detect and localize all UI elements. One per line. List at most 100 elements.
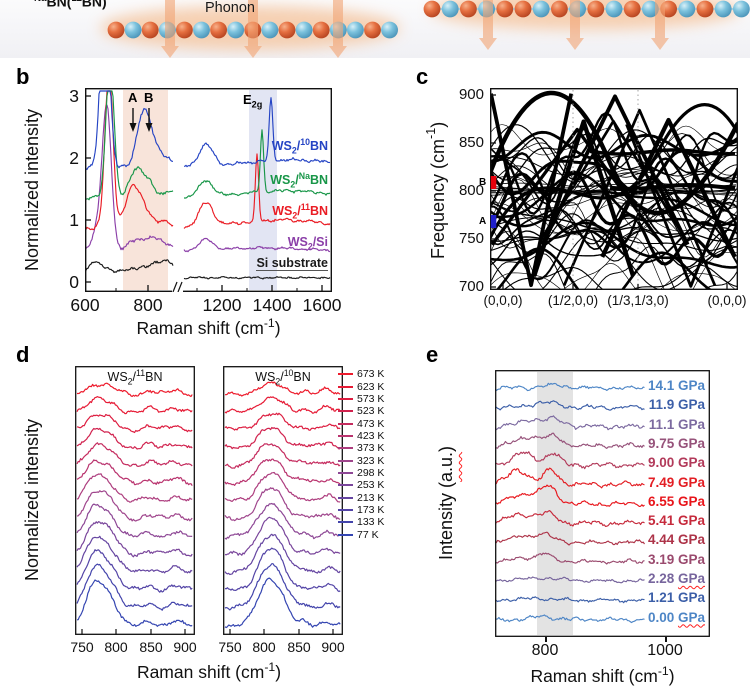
temp-spectrum xyxy=(76,535,193,574)
d-left-subplot: WS2/11BN xyxy=(75,366,195,635)
phonon-band xyxy=(562,108,717,286)
legend-swatch xyxy=(338,508,353,511)
d-x-tick: 850 xyxy=(287,639,311,655)
boron-atom xyxy=(496,0,514,18)
nitrogen-atom xyxy=(227,21,245,39)
temp-spectrum xyxy=(224,458,341,487)
spectrum-curve xyxy=(84,90,174,201)
phonon-arrow-icon xyxy=(161,0,179,58)
legend-swatch xyxy=(338,385,353,388)
temp-spectrum xyxy=(76,563,193,611)
b-y-tick: 0 xyxy=(69,272,79,292)
e2g-annotation: E2g xyxy=(243,92,263,110)
d-right-title: WS2/10BN xyxy=(255,368,311,387)
pressure-label: 0.00 GPa xyxy=(647,609,705,625)
d-x-tick: 900 xyxy=(173,639,197,655)
boron-atom xyxy=(423,0,441,18)
d-x-tick: 900 xyxy=(321,639,345,655)
legend-swatch xyxy=(338,533,353,536)
d-x-tick: 750 xyxy=(70,639,94,655)
mode-marker-label: A xyxy=(479,215,487,227)
c-x-tick: (0,0,0) xyxy=(483,293,523,308)
spectrum-curve xyxy=(84,104,174,251)
boron-atom xyxy=(623,0,641,18)
b-y-tick: 2 xyxy=(69,148,79,168)
d-x-axis-title: Raman shift (cm-1) xyxy=(136,660,282,682)
b-y-axis-title: Normalized intensity xyxy=(22,108,42,272)
temp-spectrum xyxy=(224,502,341,540)
legend-item: 253 K xyxy=(338,479,384,491)
boron-atom xyxy=(176,21,193,39)
b-x-tick: 1400 xyxy=(252,295,292,315)
legend-swatch xyxy=(338,410,353,413)
legend-item: 298 K xyxy=(338,467,384,479)
pressure-spectrum xyxy=(494,531,645,546)
c-plot xyxy=(487,87,750,309)
phonon-band xyxy=(539,119,688,242)
legend-item: 133 K xyxy=(338,516,384,528)
nitrogen-atom xyxy=(642,0,659,18)
legend-label: 323 K xyxy=(357,454,385,467)
nitrogen-atom xyxy=(347,21,364,39)
b-y-tick: 1 xyxy=(69,210,79,230)
legend-item: 523 K xyxy=(338,405,384,417)
d-x-tick: 800 xyxy=(252,639,276,655)
pressure-label: 4.44 GPa xyxy=(647,532,705,548)
pressure-label: 7.49 GPa xyxy=(647,474,705,490)
boron-atom xyxy=(278,21,296,39)
c-y-tick: 700 xyxy=(458,278,484,295)
temp-spectrum xyxy=(76,579,193,627)
boron-atom xyxy=(587,0,605,18)
nitrogen-atom xyxy=(678,0,696,18)
temp-spectrum xyxy=(76,442,193,468)
phonon-band xyxy=(489,209,739,248)
phonon-band xyxy=(489,202,739,258)
temp-spectrum xyxy=(76,459,193,487)
b-x-tick: 1600 xyxy=(302,295,342,315)
pressure-spectrum xyxy=(494,467,645,489)
pressure-spectrum xyxy=(494,432,645,449)
b-plot: Si substrate WS2/Si WS2/11BN WS2/NaBN WS2/10… xyxy=(84,87,333,293)
e-x-axis-title: Raman shift (cm-1) xyxy=(530,664,675,686)
series-label: WS2/10BN xyxy=(271,137,328,156)
temp-spectrum xyxy=(76,396,193,415)
c-y-tick: 750 xyxy=(458,230,484,247)
pressure-spectra-plot xyxy=(494,370,710,637)
legend-item: 623 K xyxy=(338,380,384,393)
phonon-arrow-icon xyxy=(651,0,669,50)
temp-spectrum xyxy=(76,427,193,450)
mode-marker-label: B xyxy=(479,176,487,188)
legend-label: 298 K xyxy=(357,466,385,479)
pressure-label: 11.9 GPa xyxy=(648,397,705,413)
e-x-tickmark xyxy=(545,637,547,642)
b-x-axis-title: Raman shift (cm-1) xyxy=(136,316,281,338)
pressure-spectrum xyxy=(494,552,645,565)
legend-label: 423 K xyxy=(357,429,385,442)
temp-spectrum xyxy=(76,503,193,538)
phonon-band xyxy=(532,119,636,277)
pressure-label: 3.19 GPa xyxy=(647,551,705,567)
nitrogen-atom xyxy=(441,0,459,18)
b-x-tick: 800 xyxy=(133,295,163,315)
boron-atom xyxy=(107,21,125,39)
pressure-label: 11.1 GPa xyxy=(648,416,705,432)
legend-label: 573 K xyxy=(357,392,385,405)
spectrum-curve xyxy=(183,237,331,253)
peak-annotation: A xyxy=(128,90,138,105)
temp-spectrum xyxy=(224,396,341,414)
temp-spectrum xyxy=(224,412,341,431)
nitrogen-atom xyxy=(381,21,398,39)
temp-spectrum xyxy=(224,563,341,611)
b-x-tick: 600 xyxy=(70,295,100,315)
legend-swatch xyxy=(338,484,353,487)
legend-swatch xyxy=(338,397,353,400)
pressure-spectrum xyxy=(494,484,645,507)
temp-spectrum xyxy=(76,549,193,593)
nitrogen-atom xyxy=(124,21,142,39)
series-label: WS2/NaBN xyxy=(270,171,328,190)
temp-spectrum xyxy=(76,413,193,434)
d-x-tick: 850 xyxy=(139,639,163,655)
legend-item: 423 K xyxy=(338,430,384,442)
temp-spectrum xyxy=(224,547,341,593)
phonon-band xyxy=(489,124,738,165)
